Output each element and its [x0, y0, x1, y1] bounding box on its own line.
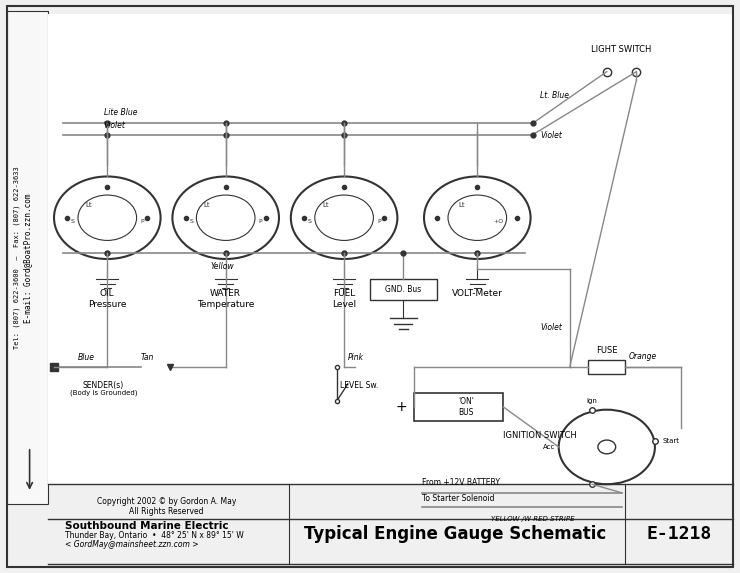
- Text: Violet: Violet: [104, 121, 126, 130]
- Text: Blue: Blue: [78, 353, 95, 362]
- Bar: [370, 279, 437, 300]
- Text: Acc: Acc: [542, 444, 555, 450]
- Text: IGNITION SWITCH: IGNITION SWITCH: [503, 431, 577, 440]
- Text: LEVEL Sw.: LEVEL Sw.: [340, 381, 378, 390]
- Text: Orange: Orange: [629, 352, 657, 361]
- Text: GND. Bus: GND. Bus: [386, 285, 421, 294]
- Text: P: P: [258, 219, 262, 225]
- Text: P: P: [140, 219, 144, 225]
- Text: Lt: Lt: [322, 202, 329, 209]
- Circle shape: [598, 440, 616, 454]
- Text: S: S: [308, 219, 312, 225]
- Text: FUSE: FUSE: [596, 346, 618, 355]
- Text: S: S: [71, 219, 75, 225]
- Text: 'ON'
BUS: 'ON' BUS: [458, 397, 474, 417]
- Text: Copyright 2002 © by Gordon A. May: Copyright 2002 © by Gordon A. May: [97, 497, 236, 506]
- Text: SENDER(s): SENDER(s): [83, 381, 124, 390]
- Text: Typical Engine Gauge Schematic: Typical Engine Gauge Schematic: [304, 525, 606, 543]
- Bar: [48, 14, 733, 484]
- Text: +: +: [395, 400, 407, 414]
- Text: S: S: [189, 219, 193, 225]
- Text: Southbound Marine Electric: Southbound Marine Electric: [65, 521, 229, 531]
- Text: < GordMay@mainsheet.zzn.com >: < GordMay@mainsheet.zzn.com >: [65, 540, 199, 549]
- Bar: [588, 360, 625, 374]
- Text: FUEL
Level: FUEL Level: [332, 289, 356, 309]
- Text: Thunder Bay, Ontario  •  48° 25' N x 89° 15' W: Thunder Bay, Ontario • 48° 25' N x 89° 1…: [65, 531, 244, 540]
- Text: Pink: Pink: [348, 353, 364, 362]
- Text: LIGHT SWITCH: LIGHT SWITCH: [591, 45, 652, 54]
- Text: Tan: Tan: [141, 353, 154, 362]
- Text: VOLT-Meter: VOLT-Meter: [452, 289, 502, 299]
- Text: To Starter Solenoid: To Starter Solenoid: [422, 493, 494, 503]
- Text: Ign: Ign: [587, 398, 597, 404]
- Bar: [414, 393, 503, 421]
- Text: +O: +O: [494, 219, 504, 225]
- Text: From +12V BATTERY: From +12V BATTERY: [422, 478, 500, 487]
- Text: OIL
Pressure: OIL Pressure: [88, 289, 127, 309]
- Text: Violet: Violet: [540, 131, 562, 140]
- Bar: [7, 11, 48, 504]
- Text: Lt: Lt: [204, 202, 210, 209]
- Text: YELLOW /W RED STRIPE: YELLOW /W RED STRIPE: [491, 516, 574, 521]
- Text: All Rights Reserved: All Rights Reserved: [130, 507, 204, 516]
- Text: (Body is Grounded): (Body is Grounded): [70, 390, 138, 396]
- Text: Violet: Violet: [540, 323, 562, 332]
- Text: Start: Start: [662, 438, 679, 444]
- Text: WATER
Temperature: WATER Temperature: [197, 289, 255, 309]
- Text: E-mail: Gord@BoatPro.zzn.com: E-mail: Gord@BoatPro.zzn.com: [24, 193, 33, 323]
- Text: Lt: Lt: [458, 202, 465, 209]
- Text: Lt. Blue: Lt. Blue: [540, 91, 569, 100]
- Text: E-1218: E-1218: [647, 525, 712, 543]
- Text: P: P: [377, 219, 380, 225]
- Text: Lite Blue: Lite Blue: [104, 108, 137, 117]
- Text: Tel: (807) 622-3600  –  Fax: (807) 622-3633: Tel: (807) 622-3600 – Fax: (807) 622-363…: [13, 167, 19, 349]
- Text: Lt: Lt: [85, 202, 92, 209]
- Text: Yellow: Yellow: [210, 262, 234, 271]
